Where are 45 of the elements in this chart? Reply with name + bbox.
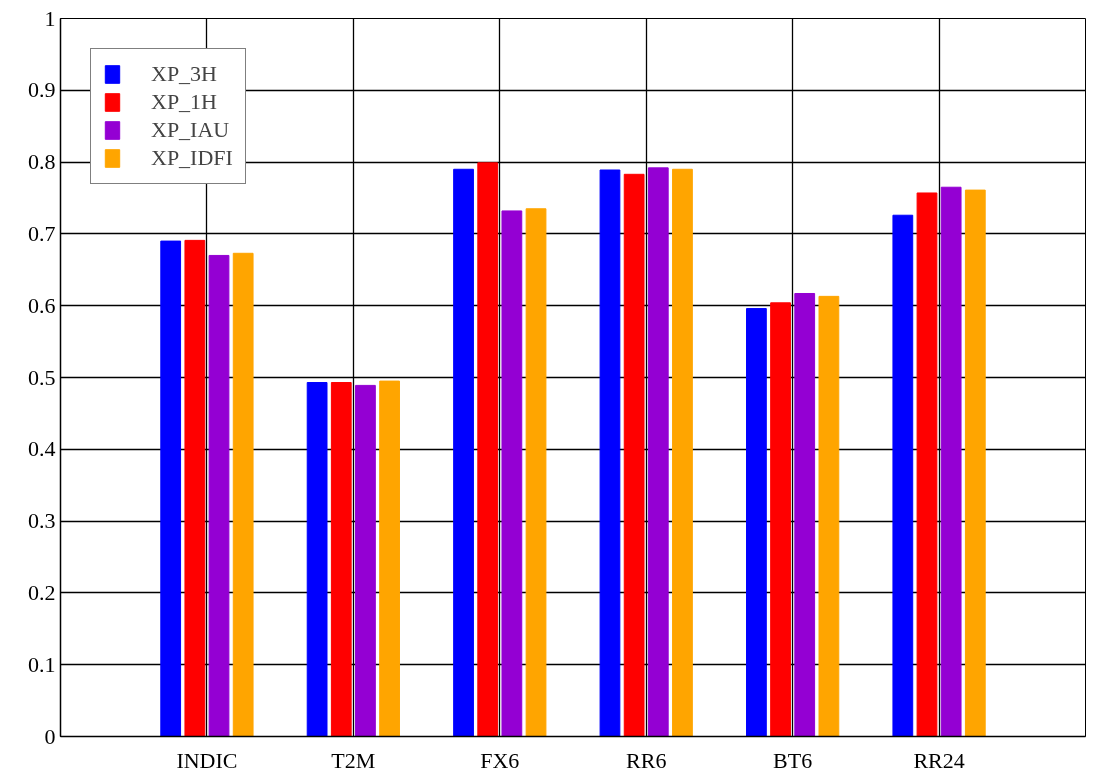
bar — [964, 189, 986, 737]
bar — [940, 186, 962, 737]
bar — [892, 214, 914, 737]
bar — [355, 384, 376, 737]
x-tick-label: BT6 — [773, 747, 813, 773]
x-tick-label: INDIC — [176, 747, 238, 773]
y-tick-label: 0.6 — [28, 292, 56, 318]
y-tick-label: 0.5 — [28, 364, 56, 390]
bar — [208, 254, 230, 737]
bar — [818, 295, 840, 737]
legend-label: XP_IAU — [151, 117, 230, 143]
bar — [647, 167, 669, 737]
y-tick-label: 0.7 — [28, 220, 56, 246]
legend-label: XP_IDFI — [151, 145, 233, 171]
bar — [160, 240, 182, 737]
bar — [477, 162, 499, 737]
bar — [623, 173, 645, 737]
y-tick-label: 0.8 — [28, 149, 56, 175]
y-tick-label: 0 — [44, 723, 56, 749]
bar — [916, 192, 938, 737]
y-tick-label: 0.2 — [28, 579, 56, 605]
x-tick-label: RR24 — [913, 747, 965, 773]
bar — [525, 208, 547, 737]
legend-label: XP_3H — [151, 61, 218, 87]
y-tick-label: 0.9 — [28, 77, 56, 103]
y-tick-label: 1 — [44, 5, 56, 31]
bar — [379, 380, 400, 737]
bar — [599, 169, 621, 737]
x-tick-label: RR6 — [626, 747, 667, 773]
bar — [232, 252, 254, 737]
legend-label: XP_1H — [151, 89, 218, 115]
bar — [184, 239, 206, 737]
bar — [453, 168, 474, 737]
y-tick-label: 0.4 — [28, 436, 56, 462]
bar — [330, 382, 352, 737]
bar — [672, 168, 693, 737]
bar — [770, 302, 791, 737]
bar — [794, 292, 816, 737]
x-tick-label: FX6 — [480, 747, 520, 773]
x-tick-label: T2M — [331, 747, 376, 773]
y-tick-label: 0.1 — [28, 651, 56, 677]
bar — [746, 308, 767, 737]
bar — [501, 210, 523, 737]
y-tick-label: 0.3 — [28, 508, 56, 534]
bar — [306, 382, 328, 737]
